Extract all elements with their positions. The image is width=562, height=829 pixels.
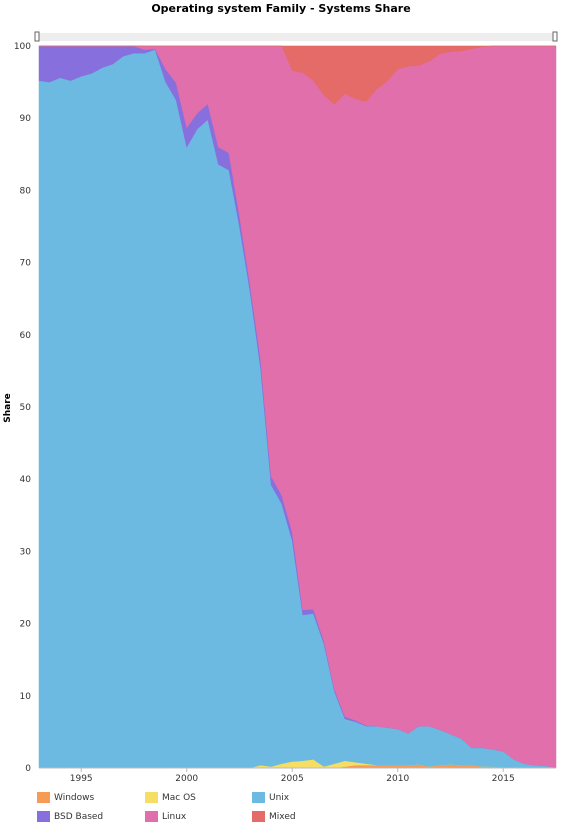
y-tick-label: 60 [20,331,32,341]
y-axis-label: Share [3,393,13,423]
y-tick-label: 100 [14,42,31,52]
y-tick-label: 0 [25,764,31,774]
legend-item-unix[interactable]: Unix [252,792,289,803]
legend-label: Mixed [269,811,296,822]
y-tick-label: 30 [20,547,32,557]
legend-item-linux[interactable]: Linux [145,811,186,822]
y-tick-label: 50 [20,403,32,413]
y-tick-label: 90 [20,114,32,124]
x-tick-label: 2010 [386,774,409,784]
legend-label: Windows [54,792,95,803]
legend-swatch [252,792,265,803]
legend-label: Unix [269,792,290,803]
legend-item-mac-os[interactable]: Mac OS [145,792,196,803]
range-handle-right-icon[interactable] [552,31,558,42]
axis-layer: 0 10 20 30 40 50 60 70 80 90 100 1995 2000 2005 2010 20… [14,42,556,784]
legend-label: BSD Based [54,811,104,822]
x-tick-label: 1995 [70,774,93,784]
legend-item-mixed[interactable]: Mixed [252,811,296,822]
legend-item-bsd-based[interactable]: BSD Based [37,811,103,822]
y-tick-label: 40 [20,475,32,485]
y-tick-label: 10 [20,692,32,702]
legend-label: Linux [162,811,187,822]
y-tick-label: 80 [20,186,32,196]
x-tick-label: 2015 [492,774,515,784]
legend-swatch [145,792,158,803]
legend-swatch [145,811,158,822]
x-tick-label: 2005 [281,774,304,784]
legend-swatch [37,811,50,822]
range-handle-left-icon[interactable] [34,31,40,42]
y-tick-label: 20 [20,620,32,630]
area-mixed[interactable] [39,45,556,105]
legend-swatch [37,792,50,803]
y-tick-label: 70 [20,259,32,269]
legend-item-windows[interactable]: Windows [37,792,94,803]
chart-title: Operating system Family - Systems Share [151,2,411,15]
area-layer [38,45,557,769]
legend-swatch [252,811,265,822]
range-scrollbar[interactable] [37,33,556,41]
legend-label: Mac OS [162,792,196,803]
x-tick-label: 2000 [175,774,198,784]
